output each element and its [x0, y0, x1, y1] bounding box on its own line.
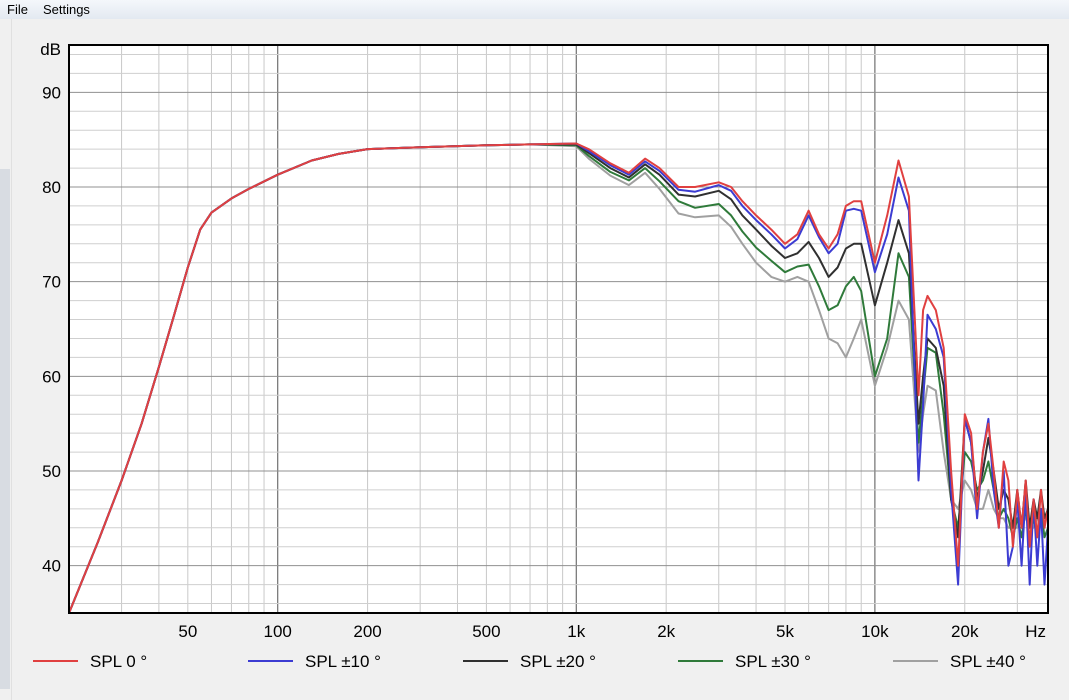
- grid: [69, 45, 1048, 613]
- x-tick-label: 1k: [567, 622, 585, 641]
- legend-label: SPL ±10 °: [305, 652, 381, 671]
- x-tick-label: 500: [472, 622, 500, 641]
- x-tick-label: 2k: [657, 622, 675, 641]
- series-line-spl-0: [69, 142, 1048, 613]
- menu-bar: File Settings: [0, 0, 1069, 19]
- x-tick-label: 10k: [861, 622, 889, 641]
- plot-background: [69, 45, 1048, 613]
- y-tick-label: 60: [42, 367, 61, 386]
- x-tick-label: 20k: [951, 622, 979, 641]
- axis-labels: 40 50 60 70 80 90 dB 50 100 200 500 1k 2k 5k 10k 20k Hz: [40, 40, 1046, 641]
- series-lines: [69, 142, 1048, 613]
- y-tick-label: 70: [42, 273, 61, 292]
- x-tick-label: 100: [264, 622, 292, 641]
- plot-frame: [68, 44, 1049, 614]
- y-tick-label: 80: [42, 178, 61, 197]
- x-tick-label: 5k: [776, 622, 794, 641]
- legend-label: SPL ±30 °: [735, 652, 811, 671]
- legend-label: SPL ±40 °: [950, 652, 1026, 671]
- y-tick-label: 90: [42, 83, 61, 102]
- menu-settings[interactable]: Settings: [42, 2, 90, 17]
- x-tick-label: 200: [353, 622, 381, 641]
- left-scrollbar[interactable]: [0, 19, 12, 700]
- left-scrollbar-thumb[interactable]: [0, 169, 10, 689]
- menu-file[interactable]: File: [7, 2, 28, 17]
- right-edge: [1057, 19, 1069, 700]
- legend-label: SPL ±20 °: [520, 652, 596, 671]
- x-tick-label: 50: [178, 622, 197, 641]
- y-tick-label: 50: [42, 462, 61, 481]
- x-axis-unit-label: Hz: [1025, 622, 1046, 641]
- y-tick-label: 40: [42, 557, 61, 576]
- legend-label: SPL 0 °: [90, 652, 147, 671]
- y-axis-unit-label: dB: [40, 40, 61, 59]
- legend: SPL 0 ° SPL ±10 ° SPL ±20 ° SPL ±30 ° SPL ±4…: [33, 652, 1026, 671]
